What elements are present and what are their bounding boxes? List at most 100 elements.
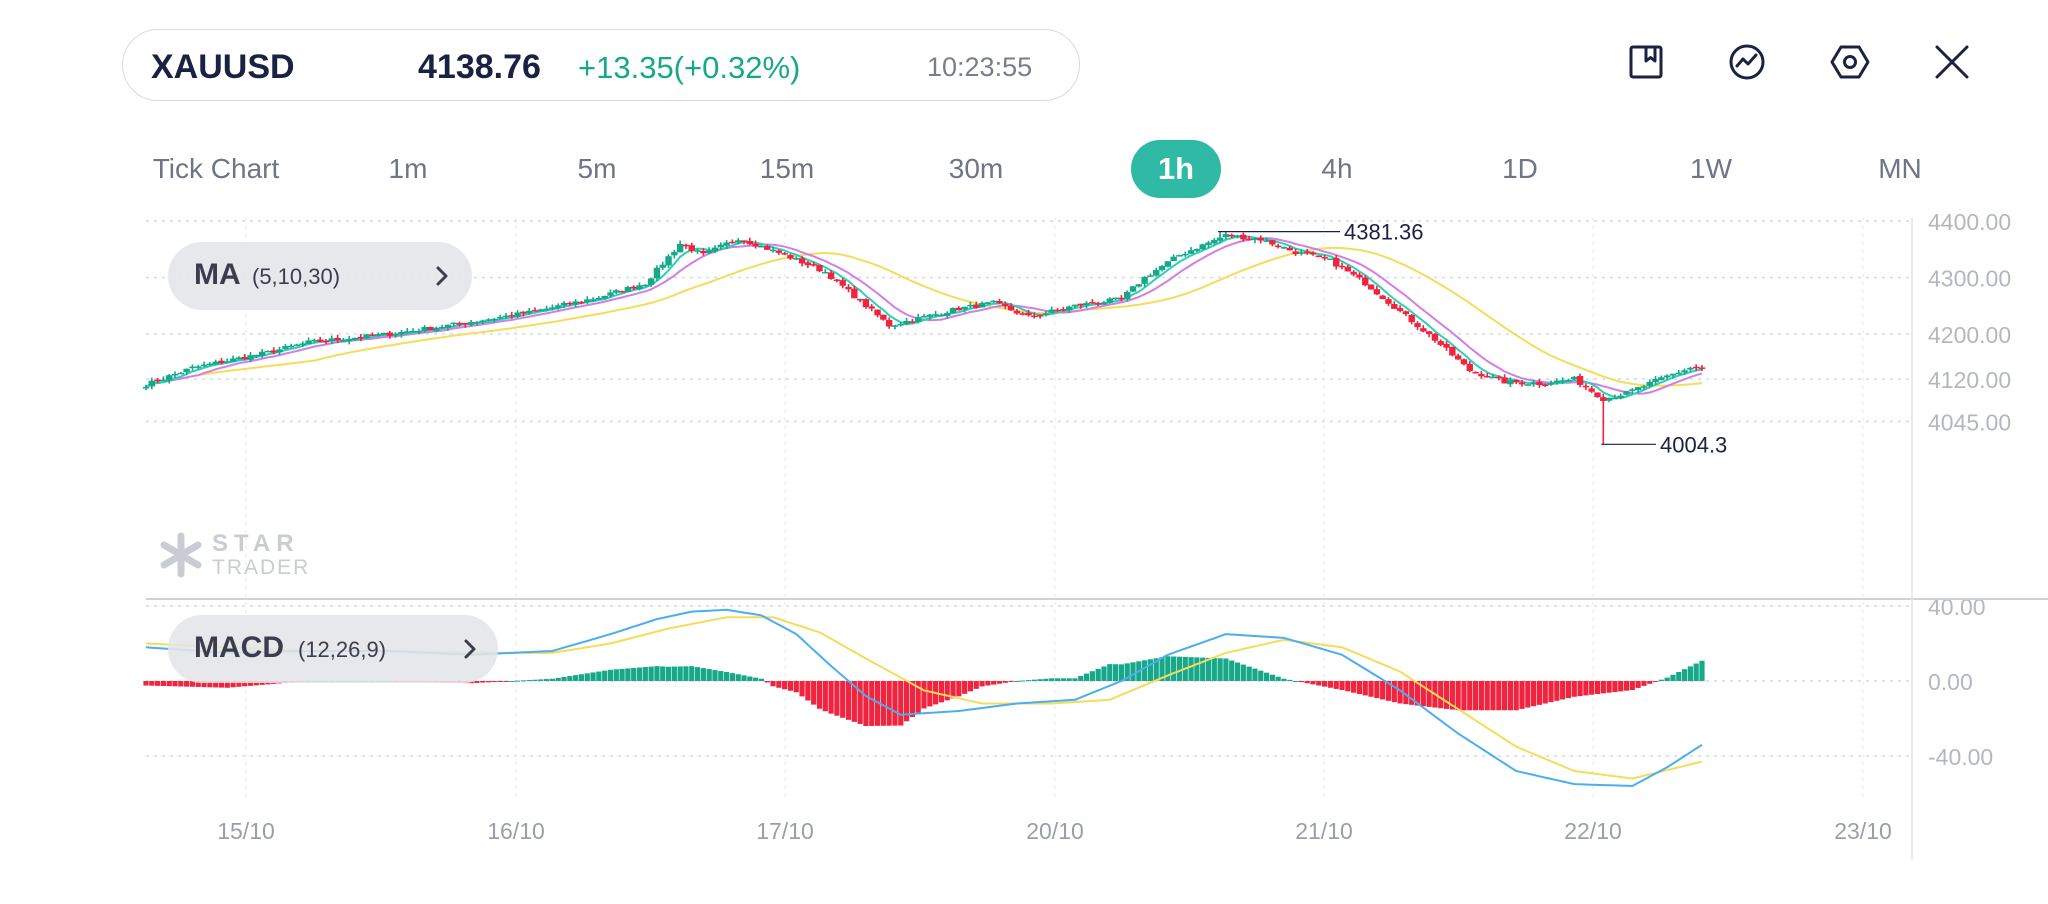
macd-histogram-bar [1699,660,1705,681]
macd-histogram-bar [1594,681,1601,695]
macd-histogram-bar [938,681,945,703]
candle-body [1228,234,1235,237]
candle-body [1646,381,1653,386]
macd-histogram-bar [921,681,927,709]
macd-histogram-bar [1037,679,1043,681]
ma-params: (5,10,30) [252,264,341,289]
macd-histogram-bar [567,676,573,681]
candle-body [897,323,904,326]
candle-body [427,327,434,331]
candle-body [415,331,423,333]
tf-5m[interactable]: 5m [577,153,617,184]
tf-1d[interactable]: 1D [1502,153,1538,184]
candle-body [218,360,225,364]
macd-histogram-bar [665,666,672,681]
date-tick-label: 21/10 [1295,818,1353,844]
macd-histogram-bar [962,681,968,694]
macd-histogram-bar [1217,658,1223,681]
macd-histogram-bar [549,678,556,681]
macd-histogram-bar [544,679,550,681]
candle-body [839,280,846,286]
macd-histogram-bar [1490,681,1496,711]
chart-trend-icon[interactable] [1727,42,1767,82]
candle-body [1617,395,1624,399]
tf-mn[interactable]: MN [1878,153,1922,184]
macd-histogram-bar [863,681,869,726]
macd-histogram-bar [1083,673,1090,681]
macd-histogram-bar [1002,681,1008,683]
candle-body [1187,250,1195,254]
candle-body [485,319,492,321]
candle-body [369,334,376,336]
candle-body [566,302,574,305]
tf-tick-chart[interactable]: Tick Chart [152,153,280,184]
macd-histogram-bar [723,672,730,681]
chart-area[interactable]: 4400.00 4300.00 4200.00 4120.00 4045.00 40.00… [0,200,2048,870]
macd-histogram-bar [218,681,225,688]
macd-histogram-bar [782,681,788,690]
tf-15m[interactable]: 15m [759,153,815,184]
candle-body [276,349,283,353]
price-tick-label: 4120.00 [1928,367,2011,393]
settings-hexagon-icon[interactable] [1830,42,1870,82]
candle-body [996,300,1003,304]
candle-body [1350,271,1357,275]
candle-body [787,255,794,259]
candle-body [1292,251,1299,255]
close-icon[interactable] [1932,42,1972,82]
tf-1w[interactable]: 1W [1690,153,1732,184]
macd-histogram-bar [1414,681,1421,706]
macd-histogram-bar [735,674,741,681]
macd-histogram-bar [1130,662,1136,681]
price-tick-label: 4400.00 [1928,209,2011,235]
macd-histogram-bar [1176,656,1183,681]
macd-histogram-bar [1020,680,1026,682]
macd-histogram-bar [207,681,213,688]
ma5-line [145,235,1703,399]
macd-histogram-bar [1351,681,1357,693]
candle-body [1611,397,1619,400]
candle-body [404,331,411,333]
candle-body [340,340,347,342]
macd-histogram-bar [1252,668,1258,681]
candle-body [856,298,864,301]
tf-4h[interactable]: 4h [1321,153,1353,184]
ma-indicator-button[interactable]: MA (5,10,30) [168,242,472,310]
macd-histogram-bar [1455,681,1461,711]
candle-body [1234,235,1241,238]
macd-histogram-bar [213,681,219,688]
candle-body [450,322,457,325]
macd-histogram-bar [230,681,236,688]
tf-30m[interactable]: 30m [948,153,1004,184]
candle-body [328,338,335,342]
candle-body [357,336,365,339]
candle-body [398,331,405,335]
candle-body [1663,375,1671,378]
candle-body [862,299,870,308]
candle-body [740,240,748,242]
tf-1m[interactable]: 1m [388,153,428,184]
macd-histogram-bar [1560,681,1566,700]
candle-body [351,337,359,341]
macd-histogram-bar [793,681,799,693]
macd-histogram-bar [1229,660,1235,681]
candle-body [1431,333,1439,341]
bookmark-icon[interactable] [1626,42,1666,82]
tf-1h[interactable]: 1h [1131,140,1221,198]
date-tick-label: 22/10 [1564,818,1622,844]
macd-histogram-bar [1043,678,1049,681]
macd-indicator-button[interactable]: MACD (12,26,9) [168,615,498,683]
candle-body [1553,380,1561,383]
candle-body [462,322,469,325]
macd-histogram-bar [1531,681,1537,707]
macd-histogram-bar [480,681,486,683]
candle-body [932,314,939,316]
candle-body [438,327,446,329]
candle-body [584,299,591,303]
candle-body [479,320,486,323]
candle-body [1420,328,1427,332]
macd-histogram-bar [491,681,497,682]
candle-body [311,339,318,342]
macd-histogram-bar [1205,657,1212,681]
candle-body [1147,275,1154,277]
